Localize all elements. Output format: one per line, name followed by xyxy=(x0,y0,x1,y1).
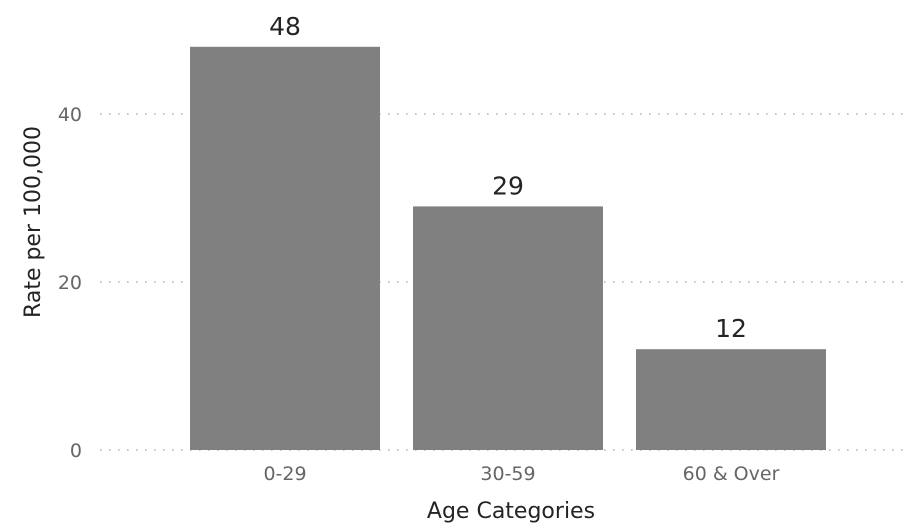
x-tick-label-60-over: 60 & Over xyxy=(683,463,780,485)
bar-0-29 xyxy=(190,46,380,451)
bar-60-over xyxy=(636,349,826,450)
y-tick-label-40: 40 xyxy=(58,104,82,126)
y-axis-title: Rate per 100,000 xyxy=(21,126,46,318)
x-axis-tick-labels: 0-29 30-59 60 & Over xyxy=(263,463,779,485)
data-label-0-29: 48 xyxy=(269,12,301,41)
y-axis-tick-labels: 0 20 40 xyxy=(58,104,82,462)
x-tick-label-30-59: 30-59 xyxy=(480,463,535,485)
x-tick-label-0-29: 0-29 xyxy=(263,463,306,485)
bar-30-59 xyxy=(413,206,603,450)
y-tick-label-20: 20 xyxy=(58,272,82,294)
x-axis-title: Age Categories xyxy=(427,499,595,524)
data-label-60-over: 12 xyxy=(715,314,747,343)
data-label-30-59: 29 xyxy=(492,171,524,200)
bars xyxy=(190,46,826,451)
y-tick-label-0: 0 xyxy=(70,440,82,462)
data-labels: 48 29 12 xyxy=(269,12,747,343)
